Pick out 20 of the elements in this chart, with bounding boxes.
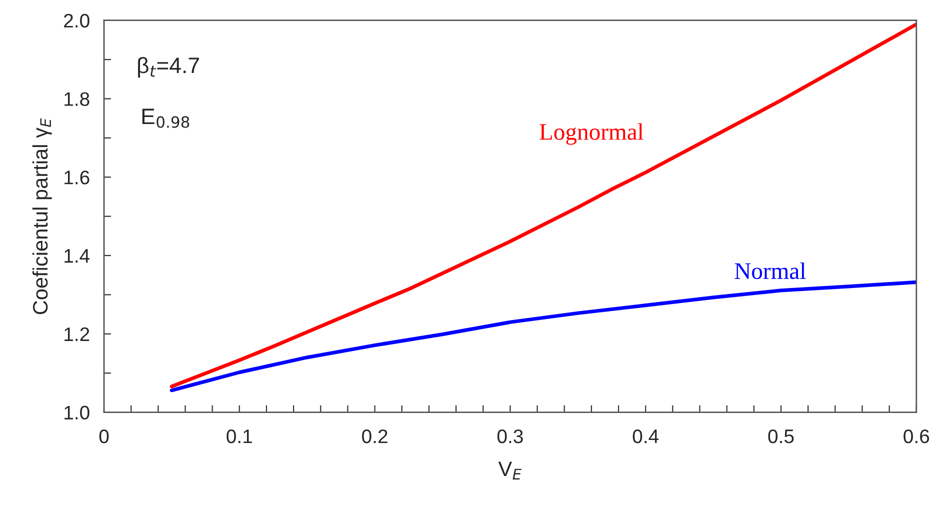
x-tick-label: 0.6 (904, 429, 930, 444)
x-tick-label: 0.1 (226, 429, 252, 444)
y-tick-label: 1.6 (64, 170, 90, 184)
x-tick-label: 0 (99, 429, 109, 444)
y-tick-label: 1.0 (64, 406, 90, 420)
x-tick-label: 0.4 (632, 429, 659, 444)
x-tick-label: 0.2 (362, 429, 388, 444)
y-tick-label: 2.0 (64, 14, 90, 28)
y-tick-label: 1.2 (64, 327, 90, 341)
annotation: E$_{0.98}$ (142, 108, 190, 128)
x-tick-label: 0.3 (497, 429, 523, 444)
annotation: β$_{t}$=4.7 (138, 56, 199, 78)
x-tick-label: 0.5 (768, 429, 794, 444)
series-label: Normal (734, 262, 806, 280)
y-tick-label: 1.8 (64, 92, 90, 106)
line-series (170, 280, 916, 392)
series-label: Lognormal (540, 123, 644, 145)
y-axis-title: Coeficientul partial γ$_{E}$ (32, 118, 52, 314)
y-tick-label: 1.4 (64, 249, 90, 263)
x-axis-title: V$_{E}$ (498, 462, 522, 480)
